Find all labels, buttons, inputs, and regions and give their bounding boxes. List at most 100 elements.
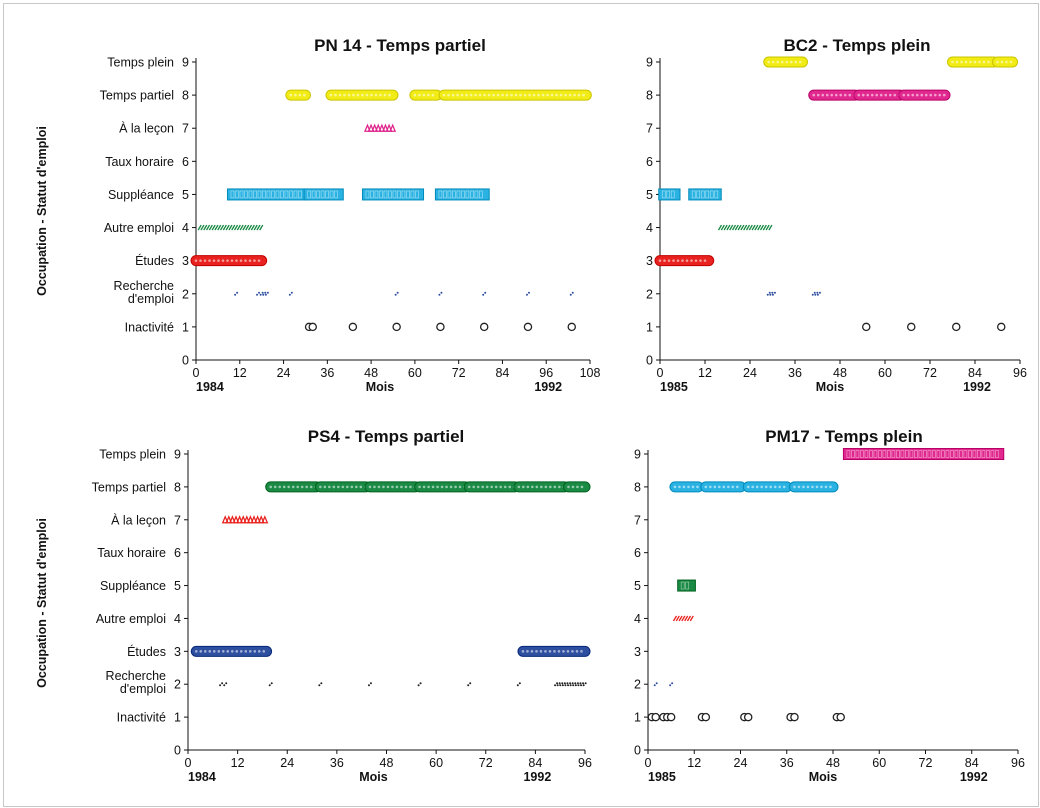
data-point (234, 291, 239, 296)
x-tick-label: 96 (1013, 366, 1027, 380)
x-tick-label: 12 (698, 366, 712, 380)
year-start-label: 1985 (660, 380, 688, 394)
y-tick-label: 3 (634, 645, 641, 659)
chart-title: PS4 - Temps partiel (308, 427, 465, 446)
data-segment (285, 89, 311, 101)
y-category-label: Temps plein (107, 56, 174, 70)
data-segment (658, 188, 681, 201)
x-tick-label: 0 (185, 756, 192, 770)
x-tick-label: 0 (657, 366, 664, 380)
x-tick-label: 36 (788, 366, 802, 380)
y-tick-label: 7 (174, 513, 181, 527)
chart-title: PM17 - Temps plein (765, 427, 922, 446)
year-end-label: 1992 (960, 770, 988, 784)
x-tick-label: 48 (826, 756, 840, 770)
x-tick-label: 108 (580, 366, 601, 380)
y-category-label: Autre emploi (96, 612, 166, 626)
y-category-label: Autre emploi (104, 221, 174, 235)
data-point (288, 291, 293, 296)
x-tick-label: 24 (734, 756, 748, 770)
y-tick-label: 7 (646, 122, 653, 136)
data-point (651, 712, 660, 722)
data-segment (842, 448, 1005, 460)
y-tick-label: 8 (174, 480, 181, 494)
chart-panel-1: PN 14 - Temps partiel 0 1 Inactivité 2 Recher… (100, 36, 601, 394)
data-segment (811, 291, 821, 296)
data-segment (265, 481, 322, 493)
x-tick-label: 84 (495, 366, 509, 380)
data-segment (221, 515, 269, 524)
y-tick-label: 4 (646, 221, 653, 235)
data-point (701, 712, 711, 722)
y-tick-label: 0 (646, 354, 653, 368)
y-tick-label: 8 (634, 480, 641, 494)
x-tick-label: 0 (193, 366, 200, 380)
chart-title: BC2 - Temps plein (783, 36, 930, 55)
data-point (523, 322, 533, 332)
data-point (669, 682, 674, 687)
x-tick-label: 48 (364, 366, 378, 380)
x-tick-label: 12 (687, 756, 701, 770)
data-point (907, 322, 916, 332)
data-segment (409, 89, 443, 101)
data-point (516, 682, 521, 687)
y-tick-label: 3 (174, 645, 181, 659)
data-point (394, 291, 399, 296)
y-tick-label: 8 (646, 89, 653, 103)
y-axis-title: Occupation - Statut d'emploi (35, 126, 49, 296)
data-segment (414, 481, 471, 493)
y-tick-label: 2 (634, 678, 641, 692)
data-point (836, 712, 845, 722)
data-segment (742, 481, 793, 493)
data-point (417, 682, 422, 687)
y-category-label: Temps partiel (100, 89, 174, 103)
figure-frame (3, 3, 1039, 807)
y-category-label: Temps partiel (92, 480, 166, 494)
y-category-label: Études (127, 644, 166, 659)
data-point (997, 322, 1006, 332)
x-tick-label: 36 (320, 366, 334, 380)
x-tick-label: 24 (277, 366, 291, 380)
x-tick-label: 12 (233, 366, 247, 380)
data-segment (947, 56, 1000, 68)
y-tick-label: 9 (646, 56, 653, 70)
data-point (367, 682, 372, 687)
data-point (479, 322, 489, 332)
data-segment (463, 481, 521, 493)
y-category-label: Recherche d'emploi (114, 279, 174, 306)
data-point (569, 291, 574, 296)
y-category-label: Inactivité (117, 711, 166, 725)
data-segment (517, 645, 591, 657)
y-tick-label: 2 (646, 287, 653, 301)
x-axis-label: Mois (816, 380, 845, 394)
data-point (743, 712, 753, 722)
x-tick-label: 36 (330, 756, 344, 770)
y-tick-label: 7 (634, 513, 641, 527)
x-tick-label: 24 (280, 756, 294, 770)
x-tick-label: 72 (923, 366, 937, 380)
y-tick-label: 5 (646, 188, 653, 202)
x-tick-label: 48 (833, 366, 847, 380)
chart-title: PN 14 - Temps partiel (314, 36, 486, 55)
x-tick-label: 96 (539, 366, 553, 380)
data-segment (190, 645, 273, 657)
y-tick-label: 0 (634, 744, 641, 758)
data-segment (434, 188, 490, 201)
data-segment (763, 56, 808, 68)
y-category-label: Suppléance (108, 188, 174, 202)
data-point (223, 682, 228, 687)
data-segment (325, 89, 399, 101)
y-tick-label: 6 (182, 155, 189, 169)
y-tick-label: 9 (174, 448, 181, 462)
y-category-label: Taux horaire (97, 546, 166, 560)
data-point (308, 322, 317, 332)
data-segment (364, 481, 421, 493)
y-tick-label: 1 (174, 711, 181, 725)
x-axis-label: Mois (366, 380, 395, 394)
data-segment (788, 481, 839, 493)
y-tick-label: 9 (634, 448, 641, 462)
data-point (567, 322, 577, 332)
data-point (467, 682, 472, 687)
y-tick-label: 1 (646, 320, 653, 334)
